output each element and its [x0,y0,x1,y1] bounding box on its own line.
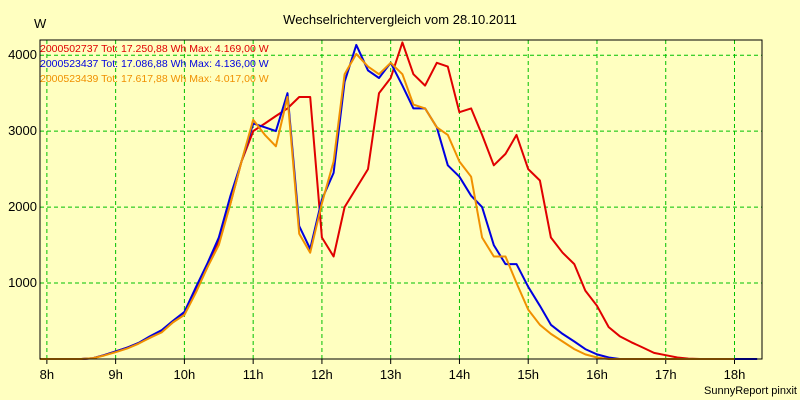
x-tick-label: 11h [243,367,264,382]
x-tick-label: 16h [586,367,608,382]
y-axis-unit-label: W [34,16,47,31]
x-tick-label: 8h [40,367,54,382]
x-tick-labels: 8h 9h 10h 11h 12h 13h 14h 15h 16h 17h 18h [40,367,746,382]
x-tick-label: 15h [517,367,539,382]
y-tick-labels: 1000 2000 3000 4000 [8,47,37,290]
x-tick-label: 13h [380,367,402,382]
x-tick-label: 12h [311,367,333,382]
footer-credit: SunnyReport pinxit [704,385,797,397]
legend: 2000502737 Tot: 17.250,88 Wh Max: 4.169,… [40,43,269,85]
y-tick-label: 1000 [8,275,37,290]
x-tick-label: 10h [174,367,196,382]
y-tick-label: 4000 [8,47,37,62]
x-tick-label: 18h [724,367,746,382]
y-tick-label: 2000 [8,199,37,214]
y-tick-label: 3000 [8,123,37,138]
grid [40,40,762,364]
legend-entry-3: 2000523439 Tot: 17.617,88 Wh Max: 4.017,… [40,73,269,85]
legend-entry-1: 2000502737 Tot: 17.250,88 Wh Max: 4.169,… [40,43,269,55]
x-tick-label: 17h [655,367,677,382]
plot-frame [39,39,763,360]
legend-entry-2: 2000523437 Tot: 17.086,88 Wh Max: 4.136,… [40,58,269,70]
chart-title: Wechselrichtervergleich vom 28.10.2011 [283,12,517,27]
x-tick-label: 9h [108,367,122,382]
x-tick-label: 14h [449,367,471,382]
